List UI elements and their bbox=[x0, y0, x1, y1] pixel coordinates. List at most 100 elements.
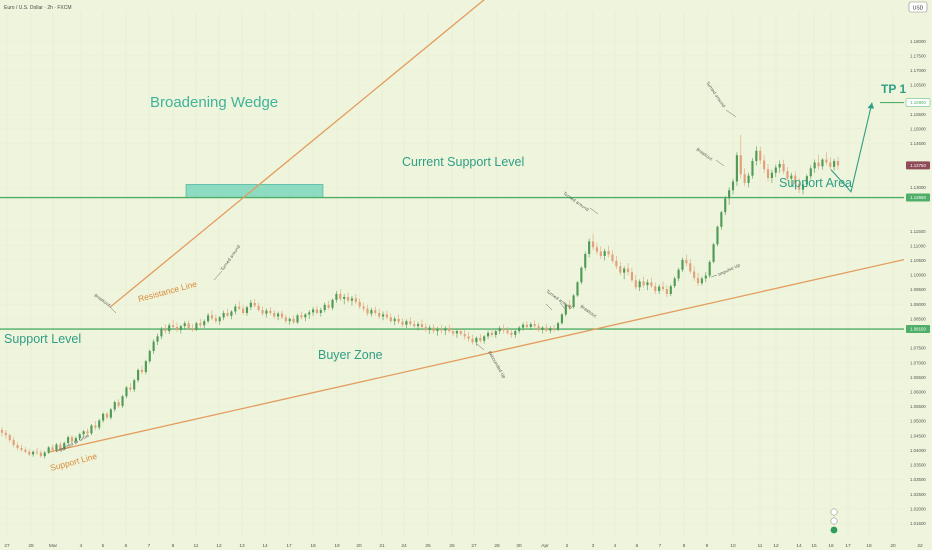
candle-body bbox=[801, 184, 805, 190]
time-axis-tick-label: 28 bbox=[28, 543, 34, 549]
candle-body bbox=[595, 247, 598, 252]
candle-body bbox=[751, 161, 754, 176]
candle-body bbox=[144, 361, 147, 373]
time-axis-tick-label: 26 bbox=[449, 543, 455, 549]
time-axis-tick-label: 27 bbox=[471, 543, 477, 549]
price-axis-tick-label: 1.02500 bbox=[910, 492, 926, 497]
candle-body bbox=[525, 324, 528, 328]
price-axis-tick-label: 1.03500 bbox=[910, 463, 926, 468]
time-axis-tick-label: 19 bbox=[334, 543, 340, 549]
candle-body bbox=[615, 260, 618, 267]
candle-body bbox=[786, 171, 789, 179]
candle-body bbox=[510, 332, 513, 335]
time-axis[interactable]: 27 28 Mar 4 5 6 7 8 11 12 13 14 17 18 19 20 21 24 25 26 27 28… bbox=[4, 543, 923, 549]
time-axis-tick-label: 11 bbox=[758, 543, 763, 549]
candle-body bbox=[86, 431, 89, 434]
time-axis-tick-label: 17 bbox=[286, 543, 292, 549]
price-axis-background bbox=[904, 0, 932, 550]
time-axis-tick-label: 12 bbox=[773, 543, 779, 549]
price-axis-tick-label: 1.11000 bbox=[910, 243, 926, 248]
candle-body bbox=[39, 452, 42, 457]
candle-body bbox=[724, 198, 727, 213]
candle-body bbox=[343, 296, 346, 299]
arrow-rebounded-up bbox=[476, 343, 485, 351]
candle-body bbox=[685, 259, 688, 264]
candle-body bbox=[210, 315, 214, 319]
candle-body bbox=[296, 315, 299, 323]
price-axis-tick-label: 1.04000 bbox=[910, 448, 926, 453]
symbol-title[interactable]: Euro / U.S. Dollar · 2h · FXCM bbox=[4, 5, 72, 11]
candle-body bbox=[774, 167, 777, 173]
price-badge bbox=[906, 325, 930, 334]
candle-body bbox=[428, 327, 431, 330]
candle-body bbox=[12, 440, 15, 446]
candle-body bbox=[475, 337, 478, 343]
candle-body bbox=[580, 267, 583, 283]
candle-body bbox=[584, 253, 587, 268]
candle-body bbox=[409, 321, 412, 325]
candle-body bbox=[381, 314, 385, 317]
price-axis-tick-label: 1.10000 bbox=[910, 273, 926, 278]
candle-body bbox=[74, 438, 77, 442]
candle-body bbox=[494, 331, 497, 335]
arrow-breakout-3 bbox=[715, 159, 725, 167]
candle-body bbox=[747, 175, 750, 183]
candle-body bbox=[284, 317, 287, 322]
candle-body bbox=[179, 326, 182, 330]
candle-body bbox=[541, 327, 544, 330]
time-axis-tick-label: 20 bbox=[356, 543, 362, 549]
candle-body bbox=[389, 317, 392, 322]
candle-body bbox=[43, 452, 46, 457]
price-axis-tick-label: 1.18000 bbox=[910, 39, 926, 44]
candle-body bbox=[588, 241, 591, 254]
flag-icon[interactable] bbox=[830, 508, 838, 516]
candle-body bbox=[191, 328, 194, 330]
candle-body bbox=[833, 161, 836, 167]
price-axis-tick-label: 1.15000 bbox=[910, 126, 926, 131]
candle-body bbox=[199, 323, 202, 326]
candle-body bbox=[335, 293, 338, 300]
candle-body bbox=[312, 309, 315, 313]
candle-body bbox=[728, 190, 731, 199]
price-axis-tick-label: 1.05000 bbox=[910, 419, 926, 424]
candle-body bbox=[51, 447, 54, 451]
candle-body bbox=[226, 312, 229, 316]
candle-body bbox=[82, 431, 85, 435]
price-axis-tick-label: 1.06000 bbox=[910, 389, 926, 394]
price-axis-tick-label: 1.02000 bbox=[910, 506, 926, 511]
candle-body bbox=[486, 332, 490, 337]
candle-body bbox=[207, 315, 210, 322]
tp1-label: TP 1 bbox=[881, 82, 906, 96]
candle-body bbox=[576, 282, 579, 296]
price-axis[interactable]: 1.18000 1.17500 1.17000 1.16500 1.15500 1.150… bbox=[904, 0, 932, 550]
settings-icon[interactable] bbox=[830, 517, 838, 525]
live-status-icon[interactable] bbox=[830, 526, 838, 534]
candle-body bbox=[572, 295, 575, 308]
candle-body bbox=[766, 169, 770, 178]
price-axis-tick-label: 1.17500 bbox=[910, 53, 926, 58]
candle-body bbox=[32, 451, 35, 455]
candle-body bbox=[790, 175, 793, 179]
candle-body bbox=[650, 282, 653, 287]
candle-body bbox=[689, 263, 692, 272]
bottom-tools[interactable] bbox=[830, 508, 838, 534]
candle-body bbox=[669, 286, 672, 294]
currency-badge[interactable] bbox=[908, 1, 928, 13]
price-axis-tick-label: 1.07000 bbox=[910, 360, 926, 365]
candle-body bbox=[187, 323, 190, 329]
candle-body bbox=[642, 281, 645, 286]
trendline-resistance-line bbox=[109, 0, 485, 308]
candle-body bbox=[374, 310, 377, 313]
candle-body bbox=[370, 310, 373, 314]
candle-body bbox=[778, 163, 781, 168]
candle-body bbox=[451, 331, 455, 334]
candle-body bbox=[140, 369, 144, 373]
time-axis-tick-label: 14 bbox=[796, 543, 802, 549]
candle-body bbox=[630, 272, 633, 281]
annotation-arrows bbox=[55, 109, 737, 453]
candle-body bbox=[677, 269, 680, 279]
candle-body bbox=[78, 434, 81, 439]
candle-body bbox=[440, 329, 443, 331]
candle-body bbox=[770, 172, 773, 178]
